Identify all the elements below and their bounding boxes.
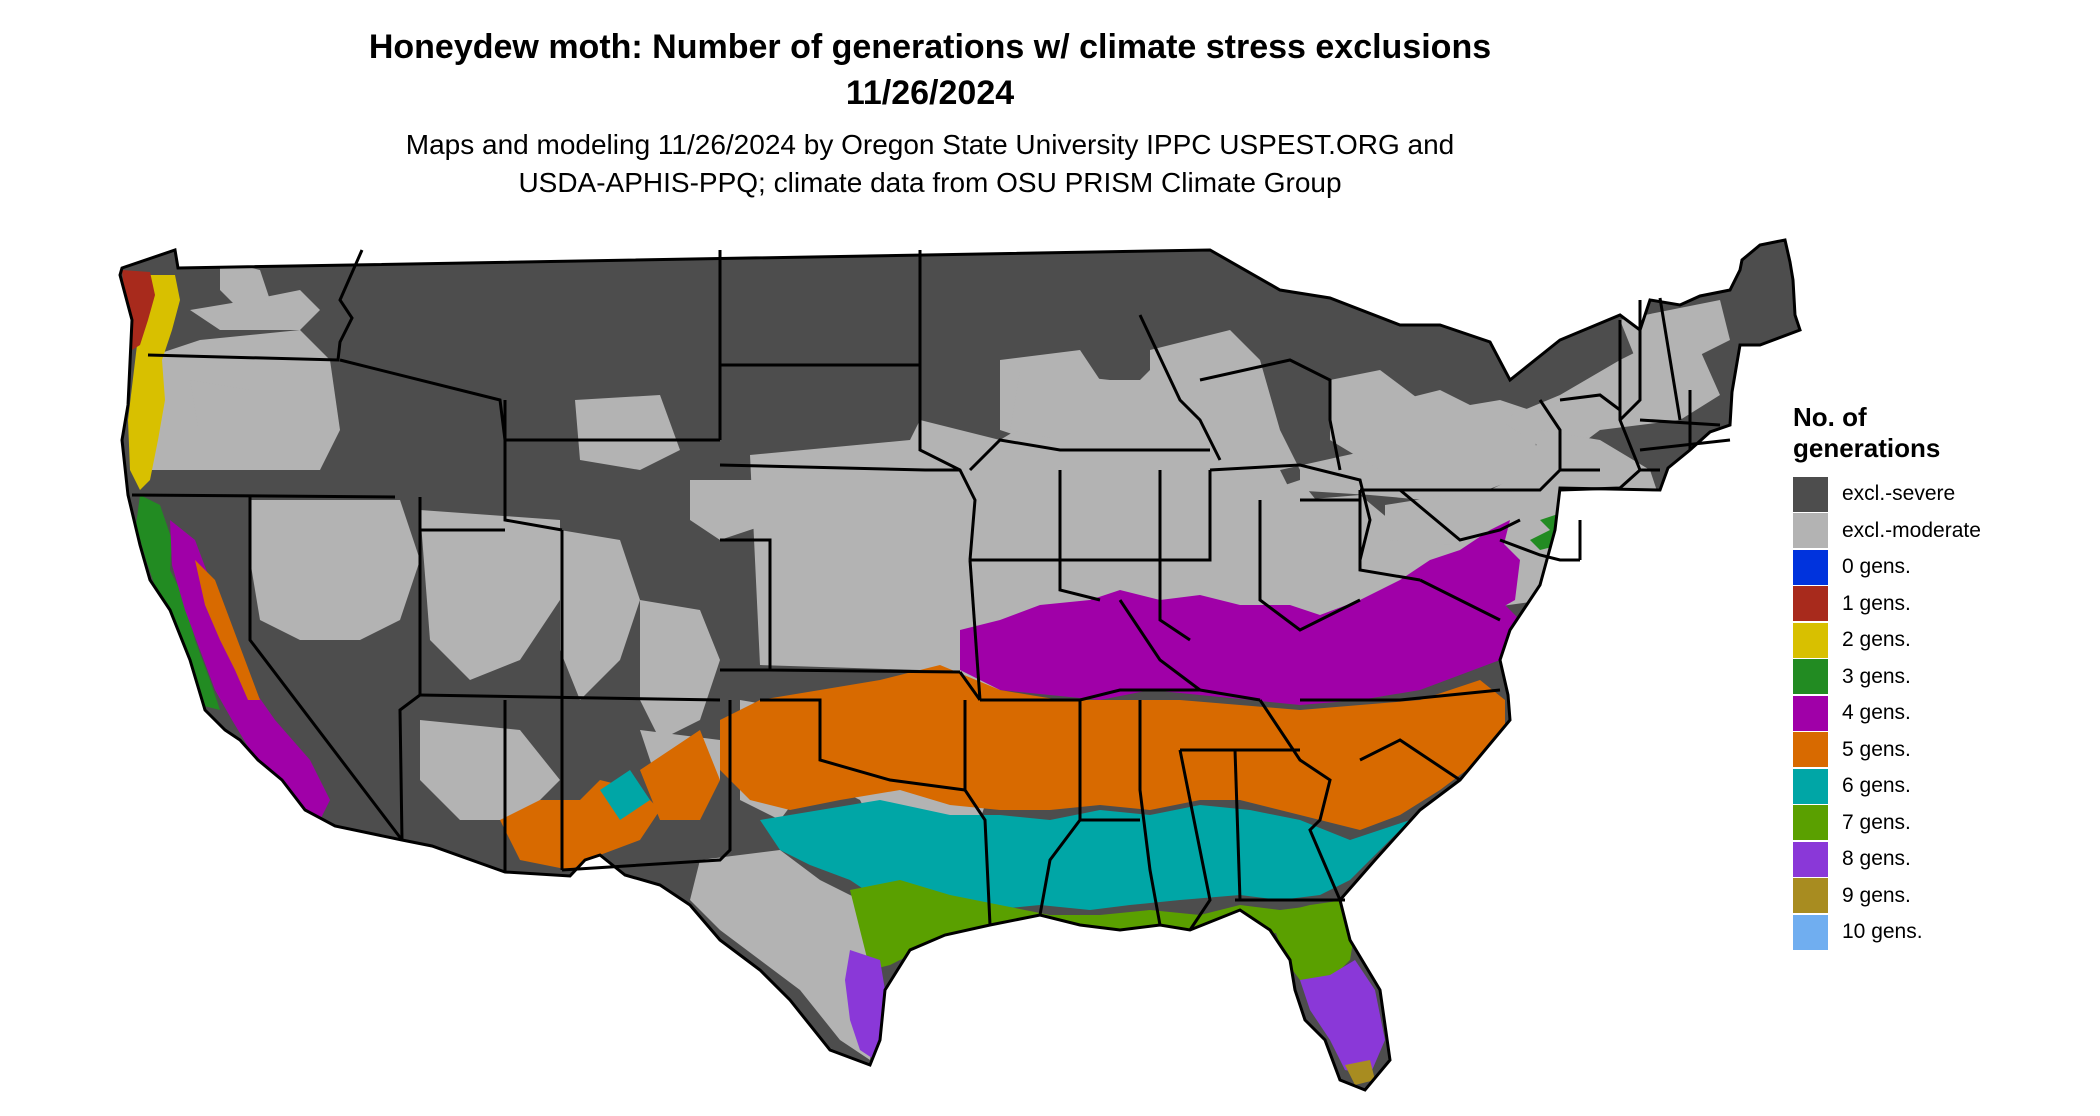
- legend-swatch: [1793, 622, 1828, 658]
- legend-item: 2 gens.: [1793, 622, 2093, 659]
- legend-item: 7 gens.: [1793, 805, 2093, 842]
- map-subtitle-line: USDA-APHIS-PPQ; climate data from OSU PR…: [518, 167, 1342, 198]
- legend-label: 3 gens.: [1842, 664, 1911, 688]
- zone-1-gens: [122, 270, 155, 350]
- legend-item: excl.-moderate: [1793, 513, 2093, 550]
- legend-item: 6 gens.: [1793, 768, 2093, 805]
- zone-4-gens-east: [1420, 540, 1520, 630]
- legend-label: 7 gens.: [1842, 810, 1911, 834]
- legend-swatch: [1793, 914, 1828, 950]
- legend-swatch: [1793, 732, 1828, 768]
- legend-title-line: generations: [1793, 433, 1941, 463]
- legend: No. of generations excl.-severe excl.-mod…: [1793, 402, 2093, 951]
- zone-8-gens-florida: [1300, 960, 1385, 1075]
- zone-9-gens-florida: [1345, 1060, 1375, 1085]
- legend-item: 9 gens.: [1793, 878, 2093, 915]
- map-title-date: 11/26/2024: [845, 74, 1015, 112]
- legend-swatch: [1793, 659, 1828, 695]
- legend-item: 3 gens.: [1793, 659, 2093, 696]
- legend-swatch: [1793, 695, 1828, 731]
- legend-label: 0 gens.: [1842, 555, 1911, 579]
- legend-swatch: [1793, 476, 1828, 512]
- zone-5-gens-california: [195, 560, 260, 700]
- map-subtitle-line: Maps and modeling 11/26/2024 by Oregon S…: [405, 129, 1455, 160]
- map-title: Honeydew moth: Number of generations w/ …: [0, 24, 1860, 116]
- legend-swatch: [1793, 805, 1828, 841]
- legend-label: 10 gens.: [1842, 920, 1923, 944]
- legend-label: 9 gens.: [1842, 883, 1911, 907]
- legend-item: 0 gens.: [1793, 549, 2093, 586]
- zone-8-gens-texas: [845, 950, 885, 1060]
- legend-swatch: [1793, 549, 1828, 585]
- legend-label: 8 gens.: [1842, 847, 1911, 871]
- legend-swatch: [1793, 513, 1828, 549]
- legend-label: 5 gens.: [1842, 737, 1911, 761]
- legend-item: 5 gens.: [1793, 732, 2093, 769]
- legend-swatch: [1793, 586, 1828, 622]
- legend-swatch: [1793, 878, 1828, 914]
- legend-swatch: [1793, 768, 1828, 804]
- legend-label: 1 gens.: [1842, 591, 1911, 615]
- legend-item: 10 gens.: [1793, 914, 2093, 951]
- zone-4-gens: [960, 520, 1520, 705]
- legend-title-line: No. of: [1793, 402, 1867, 432]
- map-title-line: Honeydew moth: Number of generations w/ …: [368, 28, 1492, 66]
- zone-6-gens-southwest-strip: [600, 770, 650, 820]
- zone-5-gens-southwest: [640, 730, 720, 820]
- map-subtitle: Maps and modeling 11/26/2024 by Oregon S…: [0, 126, 1860, 202]
- zone-7-gens: [850, 880, 1345, 970]
- legend-label: excl.-moderate: [1842, 518, 1981, 542]
- legend-label: 6 gens.: [1842, 774, 1911, 798]
- legend-label: 4 gens.: [1842, 701, 1911, 725]
- legend-label: excl.-severe: [1842, 482, 1956, 506]
- legend-item: 1 gens.: [1793, 586, 2093, 623]
- zone-5-gens: [720, 665, 1505, 830]
- zone-6-gens: [760, 800, 1410, 910]
- legend-items: excl.-severe excl.-moderate 0 gens. 1 gens.…: [1793, 476, 2093, 951]
- legend-title: No. of generations: [1793, 402, 2093, 464]
- legend-swatch: [1793, 841, 1828, 877]
- zone-3-gens-coast: [136, 495, 220, 710]
- legend-item: excl.-severe: [1793, 476, 2093, 513]
- state-borders: [118, 238, 1802, 1092]
- legend-label: 2 gens.: [1842, 628, 1911, 652]
- legend-item: 8 gens.: [1793, 841, 2093, 878]
- legend-item: 4 gens.: [1793, 695, 2093, 732]
